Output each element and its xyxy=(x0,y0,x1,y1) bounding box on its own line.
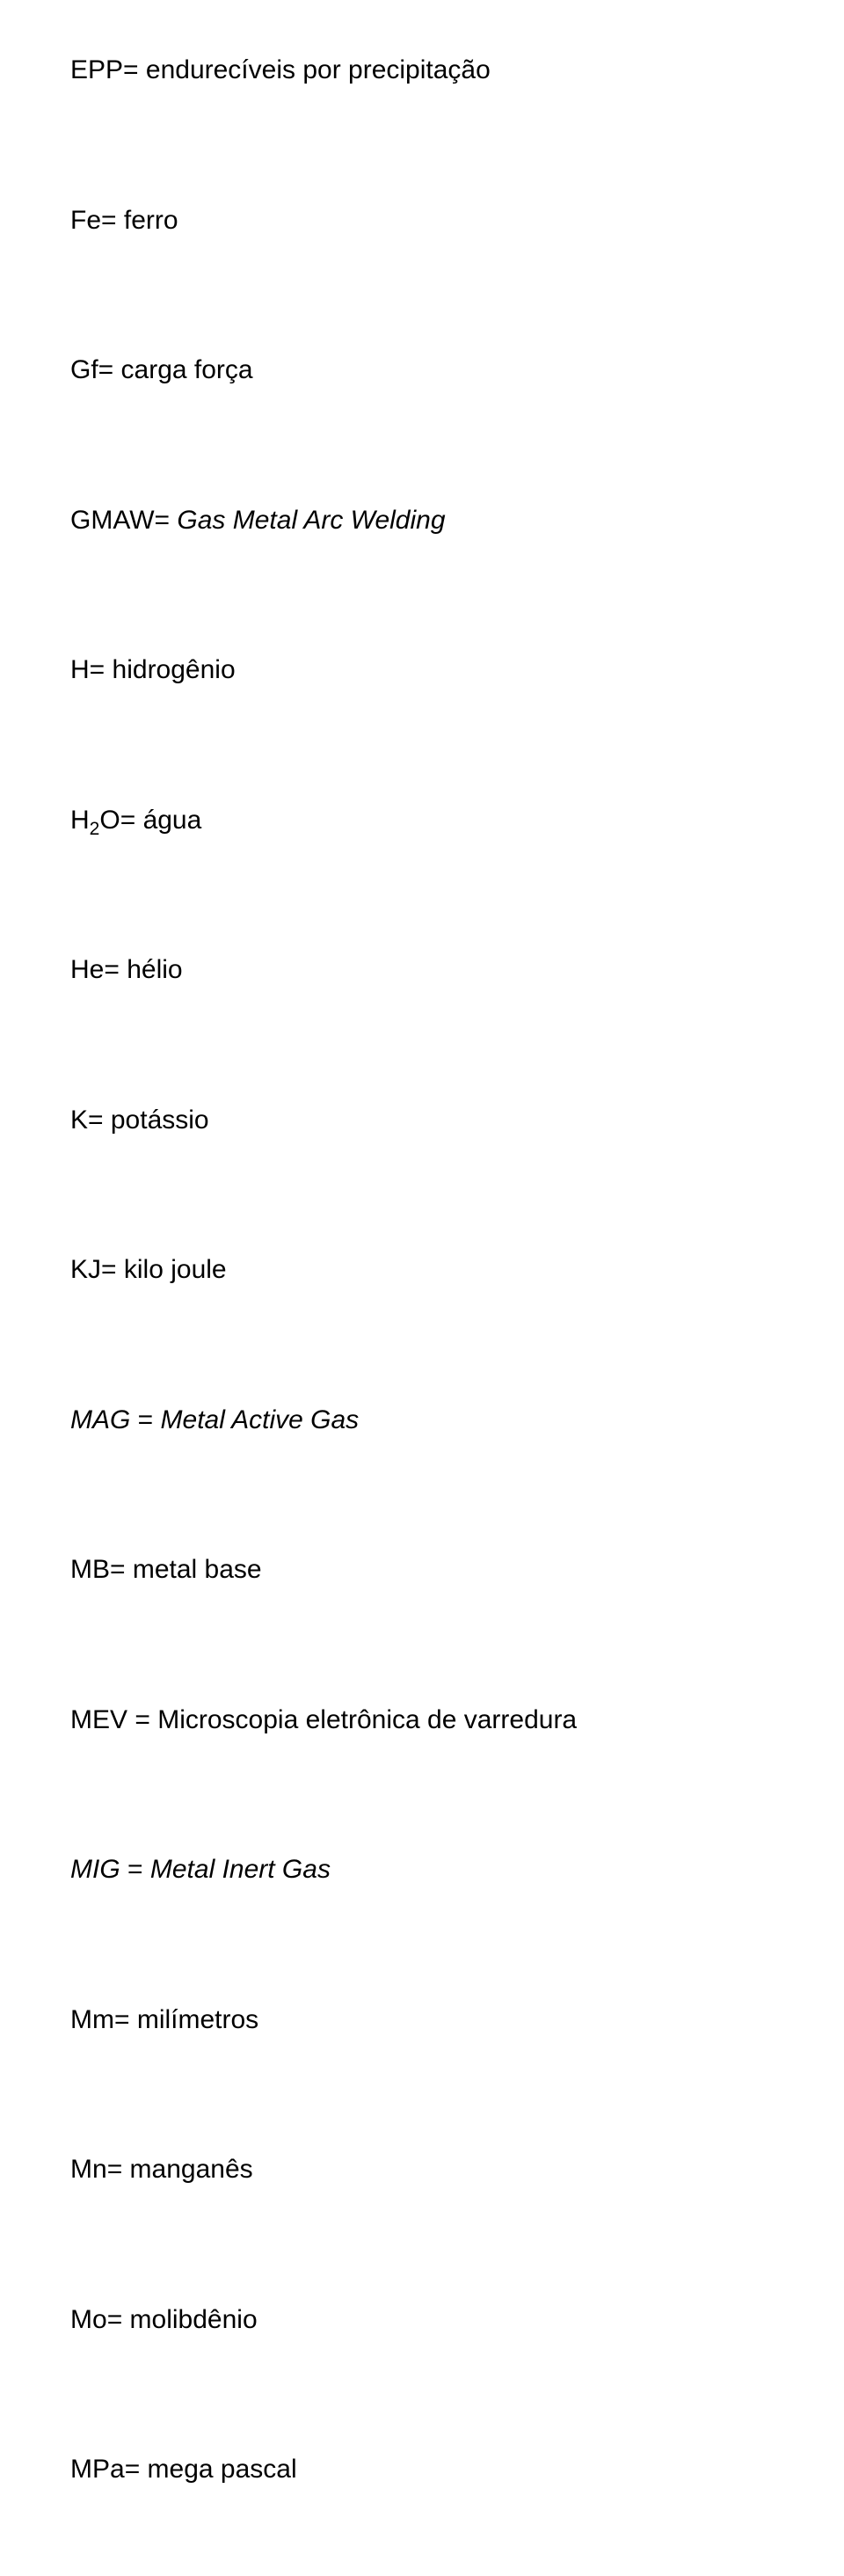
glossary-entry: He= hélio xyxy=(70,952,774,989)
separator: = xyxy=(114,2005,137,2034)
abbreviation: K xyxy=(70,1106,88,1135)
definition: manganês xyxy=(130,2155,253,2184)
separator: = xyxy=(88,1106,111,1135)
definition: Gas Metal Arc Welding xyxy=(177,506,445,535)
separator: = xyxy=(130,1405,160,1434)
abbreviation: MB xyxy=(70,1555,110,1584)
definition: milímetros xyxy=(137,2005,258,2034)
separator: = xyxy=(120,806,143,835)
abbreviation: Mo xyxy=(70,2305,107,2334)
abbr-sub: 2 xyxy=(90,819,100,839)
separator: = xyxy=(104,955,127,984)
abbreviation: H xyxy=(70,655,90,684)
separator: = xyxy=(107,2305,130,2334)
separator: = xyxy=(125,2455,148,2484)
abbreviation: Gf xyxy=(70,355,98,384)
glossary-entry: Fe= ferro xyxy=(70,203,774,239)
glossary-entry: Mn= manganês xyxy=(70,2152,774,2188)
glossary-entry: MEV = Microscopia eletrônica de varredur… xyxy=(70,1703,774,1739)
separator: = xyxy=(120,1855,150,1884)
glossary-entry: EPP= endurecíveis por precipitação xyxy=(70,53,774,89)
glossary-entry: MB= metal base xyxy=(70,1552,774,1588)
abbreviation: MAG xyxy=(70,1405,130,1434)
definition: carga força xyxy=(121,355,253,384)
abbr-post: O xyxy=(99,806,120,835)
abbreviation: GMAW xyxy=(70,506,155,535)
definition: metal base xyxy=(133,1555,262,1584)
glossary-list: EPP= endurecíveis por precipitaçãoFe= fe… xyxy=(70,53,774,2488)
glossary-entry: Mm= milímetros xyxy=(70,2003,774,2039)
definition: molibdênio xyxy=(130,2305,258,2334)
separator: = xyxy=(98,355,121,384)
separator: = xyxy=(101,206,124,235)
abbreviation: MPa xyxy=(70,2455,125,2484)
separator: = xyxy=(90,655,113,684)
definition: Metal Active Gas xyxy=(161,1405,360,1434)
glossary-entry: GMAW= Gas Metal Arc Welding xyxy=(70,503,774,539)
separator: = xyxy=(110,1555,133,1584)
definition: Metal Inert Gas xyxy=(150,1855,331,1884)
definition: hidrogênio xyxy=(113,655,236,684)
abbreviation: Mn xyxy=(70,2155,107,2184)
glossary-entry: Gf= carga força xyxy=(70,353,774,389)
separator: = xyxy=(107,2155,130,2184)
definition: kilo joule xyxy=(124,1255,227,1284)
glossary-entry: H= hidrogênio xyxy=(70,653,774,689)
separator: = xyxy=(155,506,178,535)
definition: ferro xyxy=(124,206,178,235)
abbreviation: H2O xyxy=(70,806,120,835)
abbreviation: Mm xyxy=(70,2005,114,2034)
abbreviation: MIG xyxy=(70,1855,120,1884)
definition: potássio xyxy=(111,1106,209,1135)
separator: = xyxy=(123,55,146,84)
glossary-entry: MIG = Metal Inert Gas xyxy=(70,1852,774,1888)
glossary-entry: MPa= mega pascal xyxy=(70,2452,774,2488)
glossary-entry: K= potássio xyxy=(70,1103,774,1139)
abbreviation: KJ xyxy=(70,1255,101,1284)
abbreviation: EPP xyxy=(70,55,123,84)
glossary-entry: Mo= molibdênio xyxy=(70,2302,774,2339)
glossary-entry: KJ= kilo joule xyxy=(70,1252,774,1288)
definition: hélio xyxy=(127,955,182,984)
glossary-entry: MAG = Metal Active Gas xyxy=(70,1403,774,1439)
glossary-entry: H2O= água xyxy=(70,803,774,839)
abbreviation: Fe xyxy=(70,206,101,235)
separator: = xyxy=(127,1705,157,1734)
definition: endurecíveis por precipitação xyxy=(146,55,491,84)
definition: mega pascal xyxy=(148,2455,297,2484)
definition: água xyxy=(143,806,202,835)
separator: = xyxy=(101,1255,124,1284)
abbr-pre: H xyxy=(70,806,90,835)
abbreviation: MEV xyxy=(70,1705,127,1734)
definition: Microscopia eletrônica de varredura xyxy=(157,1705,577,1734)
abbreviation: He xyxy=(70,955,104,984)
